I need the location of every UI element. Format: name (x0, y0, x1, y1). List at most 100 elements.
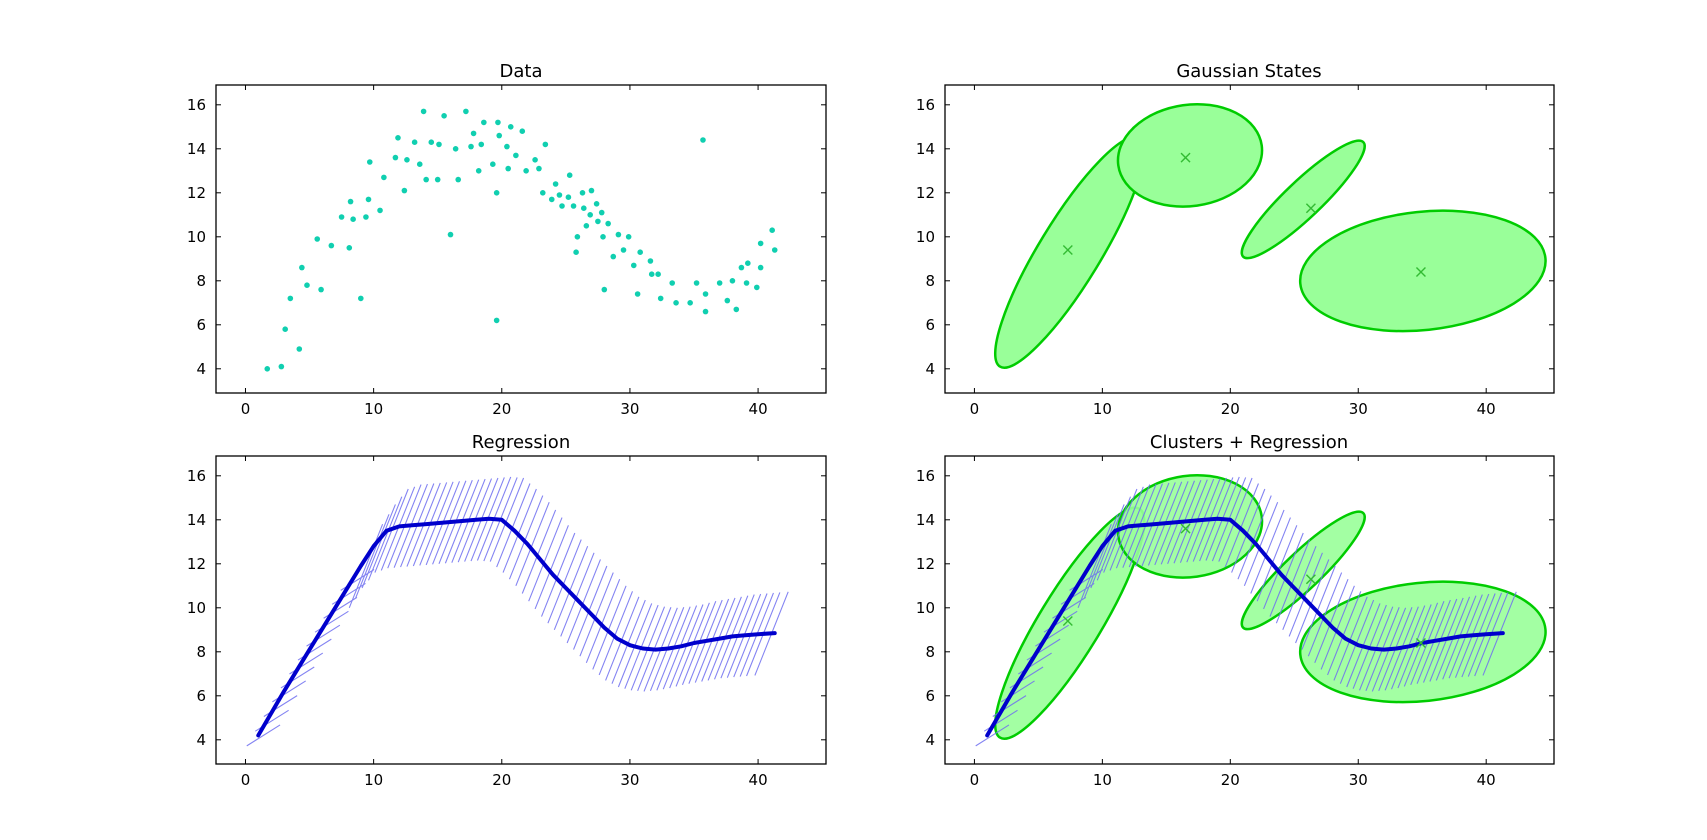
y-tick-label: 10 (916, 228, 935, 246)
state-mean-marker (1062, 616, 1073, 626)
state-mean-marker (1062, 245, 1073, 255)
x-tick-label: 40 (1477, 400, 1496, 418)
data-point (601, 286, 608, 293)
panel-regression: Regression 0 10 20 30 40 4 6 8 10 12 14 16 (187, 432, 827, 789)
x-tick-label: 20 (1221, 400, 1240, 418)
y-tick-label: 14 (187, 140, 206, 158)
y-tick-label: 8 (196, 643, 206, 661)
y-tick-label: 8 (196, 272, 206, 290)
x-tick-label: 10 (1093, 771, 1112, 789)
data-point (648, 271, 655, 278)
data-point (669, 280, 676, 286)
data-point (637, 249, 643, 255)
data-point (420, 108, 427, 115)
data-point (729, 278, 736, 284)
data-point (620, 247, 627, 253)
data-point (532, 157, 538, 163)
y-tick-label: 16 (916, 467, 935, 485)
data-point (605, 220, 611, 227)
data-point (743, 280, 750, 286)
data-point (574, 234, 581, 240)
data-point (753, 284, 760, 291)
data-point (377, 207, 383, 214)
data-point (673, 300, 679, 306)
x-tick-label: 0 (241, 771, 251, 789)
data-point (504, 143, 510, 150)
data-point (481, 119, 487, 126)
panel-gaussian-states: Gaussian States 0 10 20 30 40 4 6 8 10 12 14 16 (916, 61, 1555, 418)
data-point (598, 209, 605, 216)
axes-frame (215, 455, 827, 765)
data-point (716, 280, 723, 286)
panel-title-clusters-regression: Clusters + Regression (1150, 432, 1348, 453)
data-point (573, 249, 579, 255)
x-tick-label: 40 (1477, 771, 1496, 789)
state-mean-marker (1415, 267, 1426, 277)
y-tick-label: 12 (916, 555, 935, 573)
data-point (693, 280, 700, 286)
data-point (278, 363, 285, 370)
x-tick-label: 30 (1349, 771, 1368, 789)
y-tick-label: 14 (916, 140, 935, 158)
data-point (304, 282, 310, 289)
data-point (630, 262, 637, 269)
y-tick-label: 4 (196, 731, 206, 749)
state-mean-marker (1305, 574, 1316, 585)
x-tick-label: 40 (749, 771, 768, 789)
y-tick-label: 16 (916, 96, 935, 114)
data-point (610, 253, 617, 260)
data-point (496, 132, 503, 139)
data-point (264, 366, 271, 372)
data-point (587, 212, 594, 218)
data-point (513, 152, 519, 159)
data-point (381, 174, 387, 181)
data-point (401, 187, 408, 194)
data-point (455, 176, 462, 183)
data-point (282, 326, 289, 333)
y-tick-label: 6 (925, 316, 935, 334)
data-point (580, 205, 587, 211)
y-tick-label: 14 (916, 511, 935, 529)
state-mean-marker (1180, 523, 1191, 534)
data-point (423, 176, 429, 183)
gaussian-state-ellipse (1116, 102, 1264, 208)
x-tick-label: 20 (492, 400, 511, 418)
data-point (347, 198, 354, 205)
panel-title-gaussian-states: Gaussian States (1176, 61, 1321, 82)
data-point (490, 161, 496, 167)
panel-title-regression: Regression (472, 432, 570, 453)
x-tick-label: 40 (749, 400, 768, 418)
panel-data: Data 0 10 20 30 40 4 6 8 10 12 14 16 (187, 61, 827, 418)
data-point (363, 214, 369, 220)
data-point (436, 141, 442, 148)
data-point (738, 264, 745, 271)
y-tick-label: 4 (925, 360, 935, 378)
data-point (475, 168, 482, 174)
data-point (655, 271, 661, 278)
data-point (395, 135, 401, 141)
data-point (702, 308, 709, 315)
data-point (542, 141, 549, 148)
panel-clusters-regression: Clusters + Regression 0 10 20 30 40 4 6 8 10 12 14… (916, 432, 1555, 789)
data-point (615, 231, 622, 238)
data-point (657, 295, 664, 302)
data-point (583, 223, 590, 229)
y-tick-label: 4 (196, 360, 206, 378)
data-point (771, 247, 778, 253)
data-point (366, 159, 373, 165)
data-point (328, 242, 335, 249)
data-point (416, 161, 423, 167)
data-point (593, 201, 600, 207)
data-point (493, 190, 500, 196)
data-point (556, 192, 563, 198)
x-tick-label: 10 (364, 400, 383, 418)
y-tick-label: 6 (196, 316, 206, 334)
x-tick-label: 30 (1349, 400, 1368, 418)
data-point (478, 141, 485, 148)
y-tick-label: 8 (925, 643, 935, 661)
data-point (588, 187, 595, 194)
axes-frame (944, 84, 1555, 394)
y-tick-label: 8 (925, 272, 935, 290)
x-tick-label: 10 (1093, 400, 1112, 418)
data-point (428, 139, 435, 145)
